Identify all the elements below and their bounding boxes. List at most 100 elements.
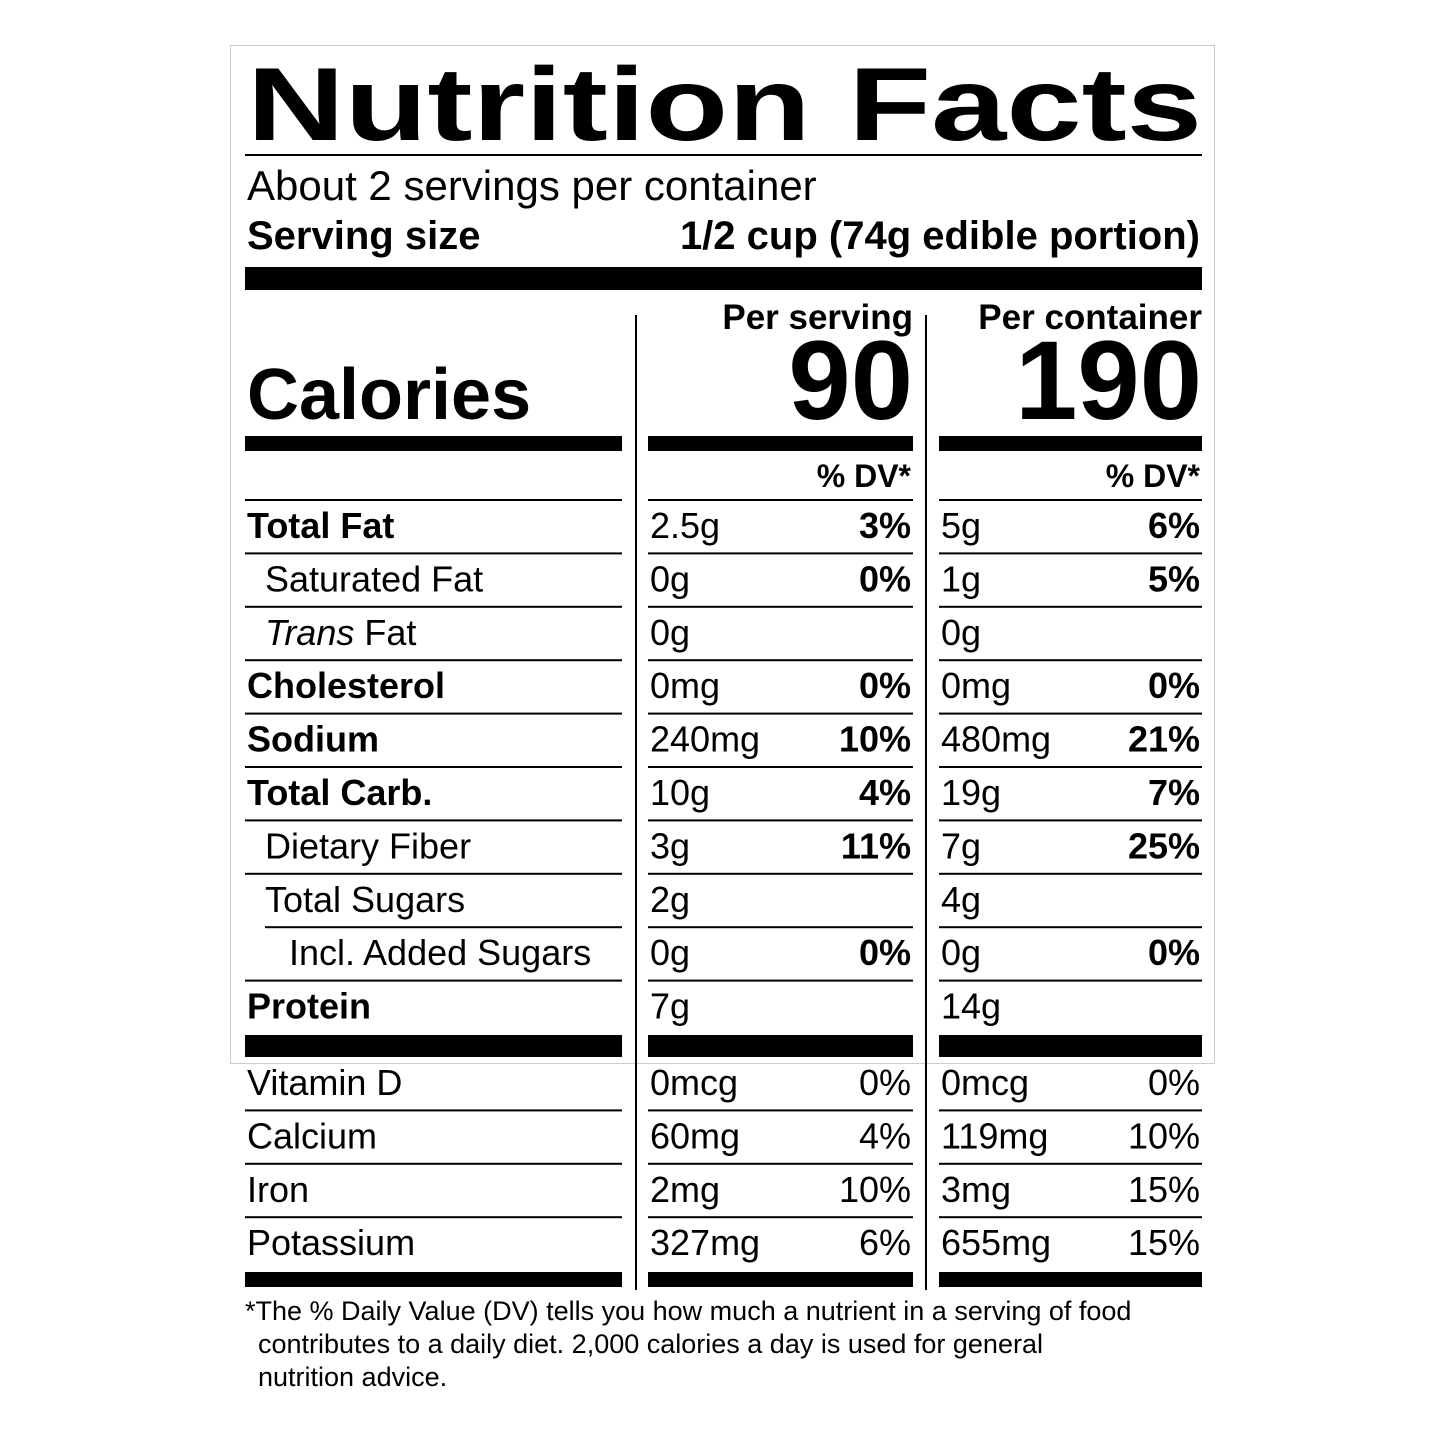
amount: 2g	[650, 879, 690, 920]
rule	[939, 605, 1202, 608]
rule	[245, 1216, 622, 1219]
thick-rule	[245, 436, 622, 451]
rule	[245, 1109, 622, 1112]
nutrient-label: Incl. Added Sugars	[289, 932, 591, 973]
thick-rule	[648, 1272, 913, 1287]
rule	[245, 819, 622, 822]
footnote: contributes to a daily diet. 2,000 calor…	[258, 1329, 1043, 1359]
amount: 60mg	[650, 1115, 740, 1156]
rule	[245, 659, 622, 662]
daily-value: 10%	[1128, 1115, 1200, 1156]
daily-value: 7%	[1148, 772, 1200, 813]
nutrient-label: Total Fat	[247, 505, 394, 546]
rule	[245, 1162, 622, 1165]
label-border	[230, 45, 1215, 1064]
title: Nutrition Facts	[247, 47, 1202, 163]
amount: 0g	[650, 558, 690, 599]
daily-value: 5%	[1148, 558, 1200, 599]
rule	[648, 1216, 913, 1219]
nutrient-label: Iron	[247, 1169, 309, 1210]
amount: 0g	[941, 612, 981, 653]
daily-value: 6%	[859, 1222, 911, 1263]
rule	[648, 819, 913, 822]
amount: 10g	[650, 772, 710, 813]
column-divider	[635, 315, 637, 1290]
amount: 0g	[650, 612, 690, 653]
rule	[939, 1109, 1202, 1112]
nutrient-label: Trans Fat	[265, 612, 416, 653]
daily-value: 25%	[1128, 825, 1200, 866]
daily-value: 0%	[1148, 665, 1200, 706]
footnote: *The % Daily Value (DV) tells you how mu…	[245, 1296, 1131, 1326]
thick-rule	[939, 1035, 1202, 1057]
rule	[245, 605, 622, 608]
rule	[648, 499, 913, 501]
rule	[939, 979, 1202, 982]
amount: 4g	[941, 879, 981, 920]
rule	[648, 766, 913, 768]
rule	[939, 552, 1202, 555]
daily-value: 3%	[859, 505, 911, 546]
daily-value: 4%	[859, 772, 911, 813]
dv-heading: % DV*	[817, 458, 912, 494]
dv-heading: % DV*	[1106, 458, 1201, 494]
rule	[648, 926, 913, 929]
amount: 3g	[650, 825, 690, 866]
thick-rule	[245, 1035, 622, 1057]
amount: 2mg	[650, 1169, 720, 1210]
thick-rule	[245, 267, 1202, 290]
calories-label: Calories	[247, 355, 531, 435]
daily-value: 21%	[1128, 719, 1200, 760]
amount: 480mg	[941, 719, 1051, 760]
amount: 5g	[941, 505, 981, 546]
amount: 0g	[941, 932, 981, 973]
column-heading: Per serving	[722, 298, 913, 337]
nutrient-label: Potassium	[247, 1222, 415, 1263]
daily-value: 6%	[1148, 505, 1200, 546]
servings: About 2 servings per container	[247, 162, 817, 209]
thick-rule	[939, 436, 1202, 451]
amount: 14g	[941, 986, 1001, 1027]
rule	[265, 926, 622, 929]
rule	[648, 659, 913, 662]
rule	[939, 659, 1202, 662]
rule	[648, 872, 913, 875]
amount: 7g	[941, 825, 981, 866]
rule	[245, 979, 622, 982]
nutrient-label: Protein	[247, 986, 371, 1027]
amount: 0mcg	[941, 1062, 1029, 1103]
rule	[939, 819, 1202, 822]
rule	[245, 154, 1202, 156]
nutrient-label: Vitamin D	[247, 1062, 402, 1103]
amount: 327mg	[650, 1222, 760, 1263]
amount: 0mcg	[650, 1062, 738, 1103]
amount: 240mg	[650, 719, 760, 760]
rule	[939, 1216, 1202, 1219]
rule	[939, 766, 1202, 768]
rule	[648, 605, 913, 608]
nutrient-label: Calcium	[247, 1115, 377, 1156]
calories-value: 190	[1015, 318, 1202, 443]
rule	[648, 979, 913, 982]
daily-value: 15%	[1128, 1222, 1200, 1263]
amount: 119mg	[941, 1115, 1048, 1156]
serving-size-label: Serving size	[247, 214, 480, 258]
nutrient-label: Dietary Fiber	[265, 825, 471, 866]
daily-value: 0%	[1148, 932, 1200, 973]
daily-value: 0%	[859, 1062, 911, 1103]
daily-value: 10%	[839, 719, 911, 760]
rule	[648, 1109, 913, 1112]
amount: 0mg	[650, 665, 720, 706]
amount: 7g	[650, 986, 690, 1027]
thick-rule	[245, 1272, 622, 1287]
nutrient-label: Total Carb.	[247, 772, 432, 813]
daily-value: 0%	[1148, 1062, 1200, 1103]
rule	[648, 1162, 913, 1165]
rule	[939, 872, 1202, 875]
rule	[939, 712, 1202, 715]
daily-value: 0%	[859, 932, 911, 973]
daily-value: 0%	[859, 558, 911, 599]
thick-rule	[939, 1272, 1202, 1287]
daily-value: 10%	[839, 1169, 911, 1210]
daily-value: 11%	[841, 825, 911, 866]
